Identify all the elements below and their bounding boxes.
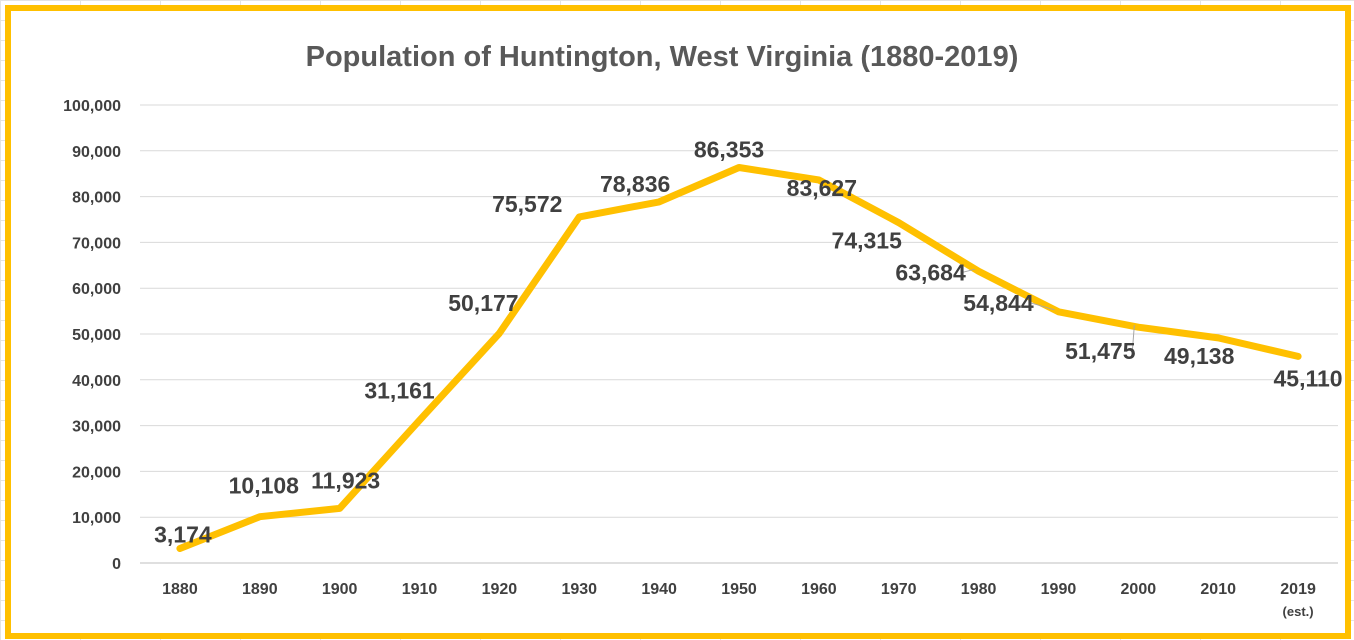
x-tick-label: 1930 — [561, 581, 597, 598]
data-label: 86,353 — [694, 137, 764, 163]
y-tick-label: 10,000 — [72, 510, 121, 527]
gridlines — [140, 104, 1338, 564]
x-tick-label: 1980 — [961, 581, 997, 598]
y-tick-label: 30,000 — [72, 419, 121, 436]
x-tick-label: 1990 — [1041, 581, 1077, 598]
data-label: 83,627 — [787, 175, 857, 201]
data-label: 51,475 — [1065, 338, 1136, 364]
x-tick-sublabel: (est.) — [1283, 604, 1314, 619]
x-tick-label: 2000 — [1121, 581, 1157, 598]
x-tick-label: 1890 — [242, 581, 278, 598]
y-tick-label: 80,000 — [72, 190, 121, 207]
y-tick-label: 60,000 — [72, 281, 121, 298]
data-label: 75,572 — [492, 191, 562, 217]
data-label: 50,177 — [448, 290, 518, 316]
data-label: 45,110 — [1274, 365, 1343, 391]
data-label: 31,161 — [364, 377, 435, 403]
data-label: 49,138 — [1164, 343, 1235, 369]
x-tick-label: 1910 — [402, 581, 438, 598]
data-label: 63,684 — [895, 259, 966, 285]
population-line — [176, 164, 1302, 552]
y-tick-label: 40,000 — [72, 373, 121, 390]
x-tick-label: 1900 — [322, 581, 358, 598]
data-labels: 3,174 10,108 11,923 31,161 50,177 75,572 78,83… — [154, 137, 1342, 548]
x-tick-label: 2010 — [1200, 581, 1236, 598]
x-tick-label: 2019 — [1280, 581, 1316, 598]
y-tick-label: 0 — [112, 556, 121, 573]
leader-line — [1131, 325, 1135, 352]
y-tick-label: 50,000 — [72, 327, 121, 344]
data-label: 74,315 — [832, 228, 903, 254]
x-tick-label: 1880 — [162, 581, 198, 598]
leader-line — [962, 268, 975, 273]
leader-line — [1030, 302, 1055, 311]
data-label: 10,108 — [229, 473, 300, 499]
x-tick-label: 1920 — [482, 581, 518, 598]
data-label: 54,844 — [963, 290, 1034, 316]
x-axis-tick-labels: 1880 1890 1900 1910 1920 1930 1940 1950 1960 1970… — [162, 581, 1316, 619]
x-tick-label: 1970 — [881, 581, 917, 598]
y-axis-tick-labels: 0 10,000 20,000 30,000 40,000 50,000 60,000 70,… — [63, 98, 121, 573]
y-tick-label: 100,000 — [63, 98, 121, 115]
y-tick-label: 20,000 — [72, 464, 121, 481]
x-tick-label: 1940 — [641, 581, 677, 598]
x-tick-label: 1950 — [721, 581, 757, 598]
x-tick-label: 1960 — [801, 581, 837, 598]
label-leader-lines — [962, 268, 1135, 352]
data-label: 11,923 — [311, 467, 380, 493]
data-label: 3,174 — [154, 521, 212, 547]
chart-title: Population of Huntington, West Virginia … — [306, 41, 1019, 73]
y-tick-label: 70,000 — [72, 235, 121, 252]
y-tick-label: 90,000 — [72, 144, 121, 161]
data-label: 78,836 — [600, 171, 670, 197]
